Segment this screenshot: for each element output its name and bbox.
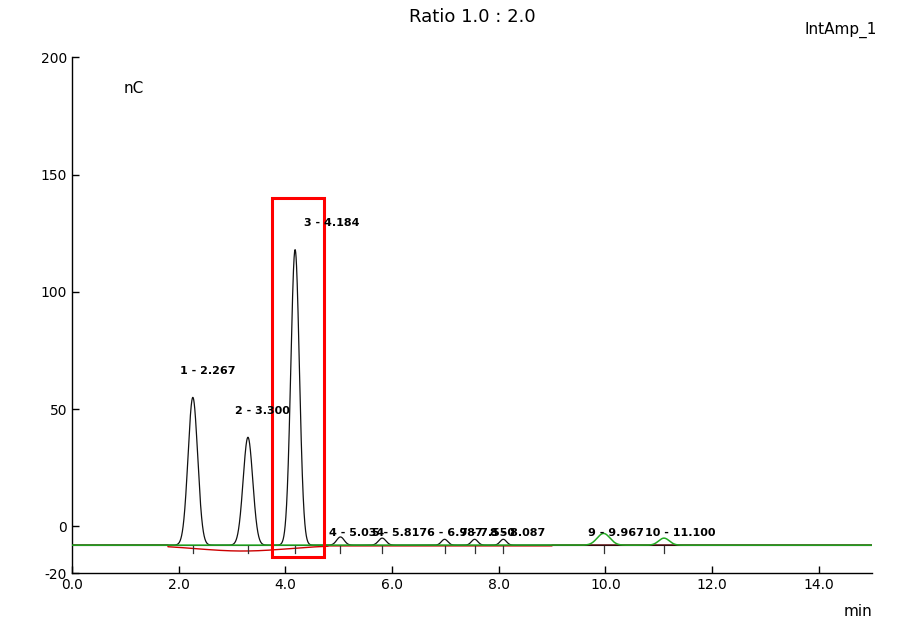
Bar xyxy=(271,198,324,557)
Text: 7 - 7.550: 7 - 7.550 xyxy=(460,528,515,538)
Text: 1 - 2.267: 1 - 2.267 xyxy=(180,366,236,376)
Text: 4 - 5.034: 4 - 5.034 xyxy=(329,528,384,538)
Text: 8 - 8.087: 8 - 8.087 xyxy=(490,528,545,538)
Text: 10 - 11.100: 10 - 11.100 xyxy=(645,528,716,538)
Text: Ratio 1.0 : 2.0: Ratio 1.0 : 2.0 xyxy=(409,8,535,26)
Text: nC: nC xyxy=(124,80,144,96)
Text: 6 - 6.987: 6 - 6.987 xyxy=(427,528,483,538)
Text: IntAmp_1: IntAmp_1 xyxy=(804,22,877,38)
Text: 3 - 4.184: 3 - 4.184 xyxy=(304,218,360,228)
Text: 9 - 9.967: 9 - 9.967 xyxy=(588,528,644,538)
Text: 5 - 5.817: 5 - 5.817 xyxy=(371,528,427,538)
Text: min: min xyxy=(843,605,872,619)
Text: 2 - 3.300: 2 - 3.300 xyxy=(236,406,290,416)
